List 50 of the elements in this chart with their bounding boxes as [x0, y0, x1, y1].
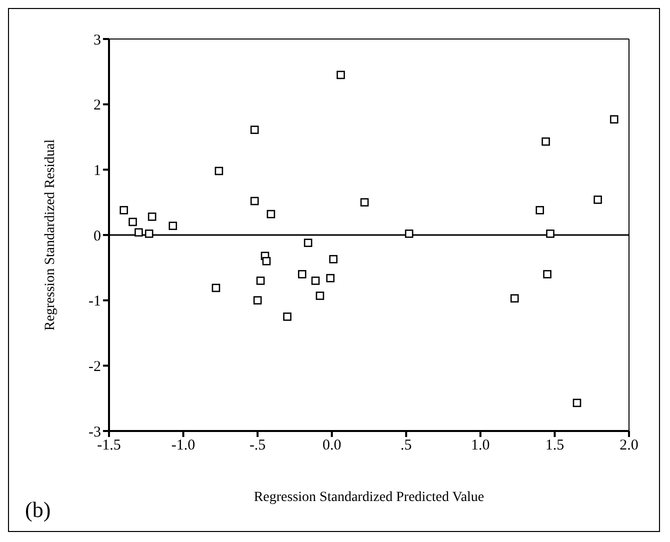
x-tick-label: -1.0 — [171, 438, 196, 454]
point — [543, 270, 552, 278]
y-tick-label: 0 — [94, 228, 101, 244]
point — [266, 210, 276, 218]
point — [316, 292, 324, 300]
point — [594, 196, 602, 204]
y-tick-label: 3 — [94, 32, 101, 48]
point — [128, 218, 137, 226]
point — [404, 230, 414, 238]
point — [546, 230, 554, 238]
y-tick-label: 1 — [94, 162, 101, 179]
point — [256, 276, 265, 285]
x-tick-label: 1.5 — [545, 438, 564, 454]
point — [360, 198, 369, 206]
point — [212, 284, 220, 292]
text: (b) — [25, 497, 51, 523]
point — [536, 206, 544, 214]
point — [304, 238, 312, 247]
point — [134, 228, 143, 237]
point — [336, 70, 345, 80]
point — [253, 296, 262, 304]
y-tick-label: -2 — [88, 358, 101, 375]
point — [214, 166, 224, 176]
x-tick-label: 2.0 — [620, 438, 638, 454]
point — [283, 312, 292, 321]
x-axis-title: Regression Standardized Predicted Value — [254, 490, 484, 505]
point — [542, 137, 550, 146]
point — [250, 196, 259, 206]
x-tick-label: 0.0 — [322, 438, 342, 454]
x-tick-label: -.5 — [249, 438, 266, 454]
point — [311, 276, 320, 285]
point — [250, 126, 259, 134]
y-tick-label: 2 — [94, 98, 101, 114]
y-tick-label: -3 — [88, 424, 101, 440]
point — [168, 222, 178, 230]
point — [144, 230, 154, 238]
point — [326, 274, 335, 282]
point — [262, 256, 271, 266]
point — [572, 398, 582, 408]
point — [610, 115, 618, 124]
point — [148, 212, 156, 221]
x-tick-label: -1.5 — [97, 438, 121, 454]
point — [329, 255, 338, 264]
point — [120, 206, 128, 214]
point — [510, 294, 519, 303]
x-tick-label: .5 — [400, 438, 412, 454]
point — [298, 270, 306, 278]
y-tick-label: -1 — [88, 294, 101, 310]
y-axis-title: Regression Standardized Residual — [42, 139, 58, 331]
x-tick-label: 1.0 — [471, 438, 490, 454]
